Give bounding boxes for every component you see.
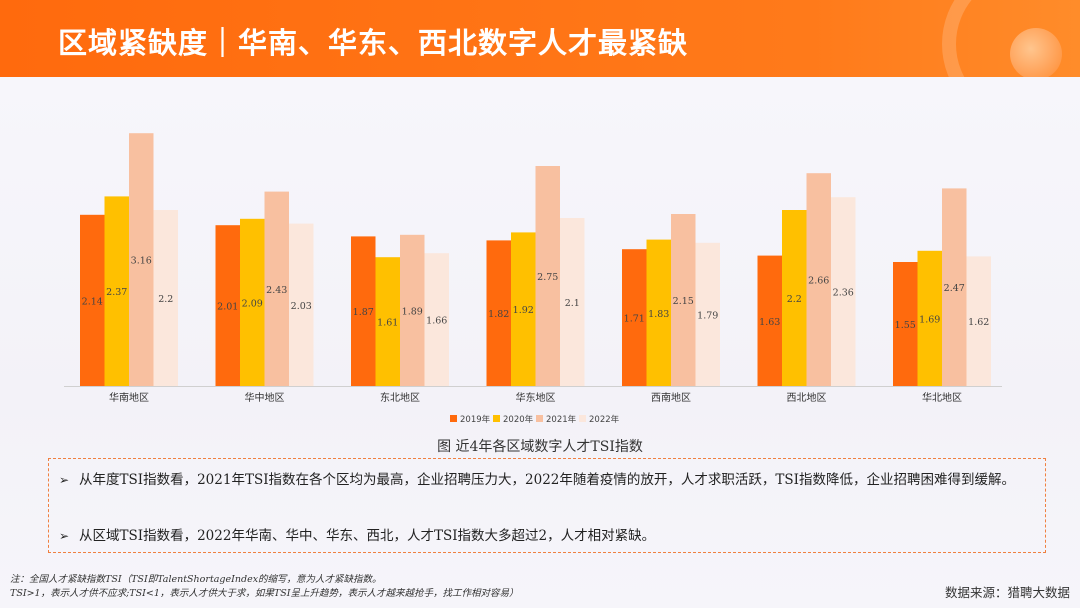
data-label: 2.66 [808,276,829,287]
data-label: 1.92 [513,305,534,316]
bar-2020年 [646,239,671,386]
bar-2020年 [511,232,536,386]
bar-2019年 [80,214,105,386]
bar-2021年 [806,173,831,386]
decorative-circle [1010,28,1062,77]
legend-label: 2019年 [460,414,491,425]
data-label: 2.47 [944,283,965,294]
data-label: 2.2 [787,294,802,305]
bar-2020年 [104,196,129,386]
data-label: 2.14 [82,296,103,307]
bar-2022年 [831,197,856,386]
note-item: ➢ 从年度TSI指数看，2021年TSI指数在各个区均为最高，企业招聘压力大，2… [59,468,1034,493]
bar-2020年 [917,250,942,386]
bar-2019年 [486,240,511,386]
arrow-bullet-icon: ➢ [59,529,70,543]
data-label: 1.61 [377,318,398,329]
decorative-ring [942,0,1080,77]
note-item: ➢ 从区域TSI指数看，2022年华南、华中、华东、西北，人才TSI指数大多超过… [59,524,1034,549]
bar-2022年 [695,242,720,386]
notes-box: ➢ 从年度TSI指数看，2021年TSI指数在各个区均为最高，企业招聘压力大，2… [48,458,1046,553]
bar-2019年 [757,255,782,386]
arrow-bullet-icon: ➢ [59,473,70,487]
chart-bars: 2.142.37 3.16 2.2 2.01 2.092.43 2.03 1.871.61 1… [80,133,991,386]
x-tick-label: 华北地区 [922,391,962,404]
x-tick-label: 西南地区 [651,391,691,404]
data-label: 2.75 [537,272,558,283]
note-text: 从年度TSI指数看，2021年TSI指数在各个区均为最高，企业招聘压力大，202… [79,472,1015,488]
x-tick-label: 东北地区 [380,391,420,404]
legend-label: 2022年 [589,414,620,425]
legend-label: 2021年 [546,414,577,425]
x-axis-labels: 华南地区 华中地区 东北地区 华东地区 西南地区 西北地区 华北地区 [109,391,962,404]
data-label: 1.62 [968,317,989,328]
footnote: 注：全国人才紧缺指数TSI（TSI即TalentShortageIndex的缩写… [10,573,519,601]
header-banner: 区域紧缺度｜华南、华东、西北数字人才最紧缺 [0,0,1080,77]
data-label: 2.36 [833,288,854,299]
bar-2020年 [782,210,807,386]
bar-2022年 [560,218,585,386]
legend-label: 2020年 [503,414,534,425]
x-tick-label: 华南地区 [109,391,149,404]
data-label: 2.37 [106,287,127,298]
data-label: 2.09 [242,298,263,309]
x-tick-label: 西北地区 [787,391,827,404]
data-label: 1.55 [895,320,916,331]
data-label: 2.1 [565,298,580,309]
data-label: 1.69 [919,314,940,325]
bar-2019年 [215,225,240,386]
x-tick-label: 华东地区 [516,391,556,404]
bar-2020年 [375,257,400,386]
bar-2022年 [289,223,314,386]
legend-swatch [536,415,543,422]
data-label: 3.16 [131,256,152,267]
bar-2022年 [966,256,991,386]
bar-2021年 [129,133,154,386]
footnote-line: TSI>1，表示人才供不应求;TSI<1，表示人才供大于求，如果TSI呈上升趋势… [10,588,519,599]
chart-title: 图 近4年各区域数字人才TSI指数 [437,439,643,455]
data-label: 1.89 [402,306,423,317]
bar-2019年 [351,236,376,386]
data-label: 1.83 [648,309,669,320]
data-label: 2.43 [266,285,287,296]
page-title: 区域紧缺度｜华南、华东、西北数字人才最紧缺 [58,26,689,60]
note-text: 从区域TSI指数看，2022年华南、华中、华东、西北，人才TSI指数大多超过2，… [79,528,656,544]
data-label: 2.01 [217,302,238,313]
legend-swatch [579,415,586,422]
bar-2021年 [535,166,560,386]
bar-2020年 [240,218,265,386]
data-label: 1.79 [697,310,718,321]
data-label: 1.71 [624,314,645,325]
data-label: 2.15 [673,296,694,307]
data-source: 数据来源：猎聘大数据 [944,585,1070,600]
data-label: 2.2 [158,294,173,305]
legend-swatch [450,415,457,422]
bar-2022年 [153,210,178,386]
bar-2021年 [942,188,967,386]
data-label: 1.66 [426,316,447,327]
chart-legend: 2019年 2020年 2021年 2022年 [450,414,620,425]
bar-2021年 [264,191,289,386]
data-label: 1.82 [488,309,509,320]
bar-2019年 [893,262,918,386]
data-label: 2.03 [291,301,312,312]
data-label: 1.87 [353,307,374,318]
legend-swatch [493,415,500,422]
x-tick-label: 华中地区 [245,391,285,404]
bar-2021年 [400,234,425,386]
data-label: 1.63 [759,317,780,328]
bar-2022年 [424,253,449,386]
bar-2019年 [622,249,647,386]
bar-2021年 [671,214,696,386]
footnote-line: 注：全国人才紧缺指数TSI（TSI即TalentShortageIndex的缩写… [10,574,382,585]
